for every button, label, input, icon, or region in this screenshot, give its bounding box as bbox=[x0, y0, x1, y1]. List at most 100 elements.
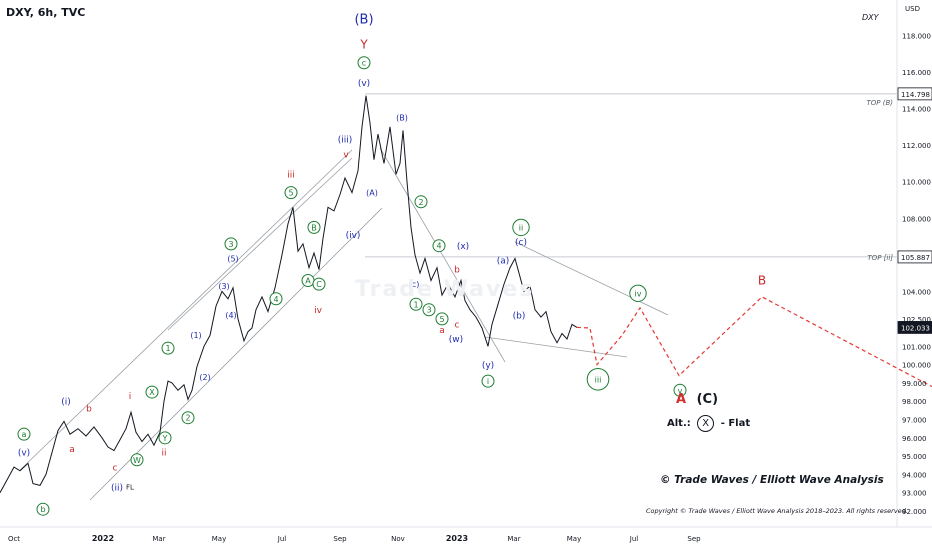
x-tick-label: Oct bbox=[8, 535, 20, 543]
price-tag-label: 102.033 bbox=[901, 324, 930, 332]
wave-label-ring bbox=[145, 385, 159, 399]
channel-line bbox=[19, 149, 353, 471]
x-tick-label: Sep bbox=[333, 535, 347, 543]
wave-label: (i) bbox=[61, 397, 71, 407]
wave-label: C bbox=[316, 280, 322, 289]
channel-line bbox=[514, 241, 669, 316]
alt-note-circle: X bbox=[697, 415, 715, 432]
wave-label: (y) bbox=[482, 361, 494, 371]
wave-label: 2 bbox=[418, 198, 423, 207]
wave-label: a bbox=[69, 445, 75, 455]
price-tags: 114.798 105.887 102.033 bbox=[897, 87, 932, 334]
wave-label: B bbox=[311, 223, 317, 232]
x-tick-label: 2022 bbox=[92, 534, 114, 543]
wave-label-ring bbox=[161, 341, 175, 355]
wave-label: (B) bbox=[354, 12, 373, 27]
wave-label-ring bbox=[36, 502, 50, 516]
wave-label: W bbox=[133, 456, 141, 465]
wave-label: 1 bbox=[413, 300, 418, 309]
target-label: A (C) bbox=[676, 392, 718, 407]
y-tick-label: 116.000 bbox=[902, 69, 931, 77]
wave-label: v bbox=[678, 386, 683, 395]
wave-label: 5 bbox=[439, 315, 444, 324]
wave-label-ring bbox=[181, 411, 195, 425]
channel-line bbox=[379, 147, 506, 363]
y-tick-label: 95.000 bbox=[902, 453, 927, 461]
wave-label: 1 bbox=[165, 344, 170, 353]
wave-label: iii bbox=[287, 170, 295, 180]
wave-label: 2 bbox=[185, 414, 190, 423]
y-tick-label: 97.000 bbox=[902, 417, 927, 425]
x-tick-label: Mar bbox=[152, 535, 165, 543]
wave-label: v bbox=[343, 150, 349, 160]
wave-label: (c) bbox=[515, 238, 527, 248]
wave-label: b bbox=[40, 505, 45, 514]
wave-label: 4 bbox=[273, 295, 278, 304]
price-tag-box bbox=[897, 250, 932, 264]
alt-note-suffix: - Flat bbox=[720, 418, 751, 429]
wave-label: i bbox=[129, 392, 132, 402]
x-tick-label: Jul bbox=[277, 535, 287, 543]
projection-line bbox=[576, 296, 932, 388]
y-tick-label: 93.000 bbox=[902, 490, 927, 498]
wave-label: (2) bbox=[199, 373, 210, 382]
wave-label: iii bbox=[595, 375, 602, 384]
wave-label: (iii) bbox=[338, 136, 353, 146]
wave-label: B bbox=[758, 274, 766, 288]
y-tick-label: 118.000 bbox=[902, 32, 931, 40]
copyright: Copyright © Trade Waves / Elliott Wave A… bbox=[646, 507, 908, 515]
wave-label: FL bbox=[126, 484, 134, 492]
wave-label: (A) bbox=[366, 188, 378, 197]
wave-label-ring bbox=[512, 218, 530, 237]
wave-label: 5 bbox=[288, 189, 293, 198]
wave-label: (ii) bbox=[111, 483, 123, 493]
price-tag-box bbox=[897, 321, 932, 334]
x-tick-label: Mar bbox=[507, 535, 520, 543]
wave-label: ii bbox=[519, 223, 523, 232]
level-note: TOP [ii] bbox=[867, 254, 893, 262]
x-tick-label: Jul bbox=[629, 535, 639, 543]
wave-label-ring bbox=[284, 186, 298, 200]
wave-label: i bbox=[487, 377, 489, 386]
wave-label: (b) bbox=[513, 311, 526, 321]
wave-label-ring bbox=[17, 427, 31, 441]
y-tick-label: 92.000 bbox=[902, 508, 927, 516]
wave-label: (x) bbox=[457, 242, 469, 252]
wave-label-ring bbox=[357, 56, 371, 70]
y-tick-label: 101.000 bbox=[902, 343, 931, 351]
wave-label: 3 bbox=[426, 306, 431, 315]
price-tag-label: 114.798 bbox=[901, 91, 930, 99]
symbol-tag: DXY bbox=[862, 13, 879, 22]
price-tag-box bbox=[897, 87, 932, 101]
channel-line bbox=[167, 157, 353, 331]
wave-label: c bbox=[113, 463, 118, 473]
channel-line bbox=[484, 336, 628, 358]
currency-label: USD bbox=[905, 5, 920, 13]
wave-label: Y bbox=[162, 434, 168, 443]
wave-label: 3 bbox=[228, 240, 233, 249]
chart-title: DXY, 6h, TVC bbox=[6, 6, 86, 19]
wave-label: iv bbox=[635, 289, 642, 298]
y-tick-label: 110.000 bbox=[902, 179, 931, 187]
level-notes: TOP (B) TOP [ii] bbox=[867, 99, 894, 262]
x-axis: Oct 2022 Mar May Jul Sep Nov 2023 Mar May Jul Sep bbox=[8, 534, 701, 543]
wave-label-ring bbox=[481, 374, 495, 388]
x-tick-label: May bbox=[212, 535, 226, 543]
wave-label-ring bbox=[432, 239, 446, 253]
wave-label-ring bbox=[158, 431, 172, 445]
y-tick-label: 108.000 bbox=[902, 215, 931, 223]
alt-note: Alt.: X - Flat bbox=[667, 415, 750, 432]
wave-label-ring bbox=[409, 297, 423, 311]
wave-label: (c) bbox=[409, 280, 420, 289]
wave-label-ring bbox=[673, 383, 687, 397]
wave-label: (5) bbox=[227, 254, 238, 263]
y-tick-label: 100.000 bbox=[902, 362, 931, 370]
x-tick-label: Nov bbox=[391, 535, 405, 543]
wave-label-ring bbox=[130, 453, 144, 467]
wave-label-ring bbox=[269, 292, 283, 306]
x-tick-label: Sep bbox=[687, 535, 701, 543]
wave-label: a bbox=[439, 326, 445, 336]
target-label-c: (C) bbox=[696, 392, 719, 407]
